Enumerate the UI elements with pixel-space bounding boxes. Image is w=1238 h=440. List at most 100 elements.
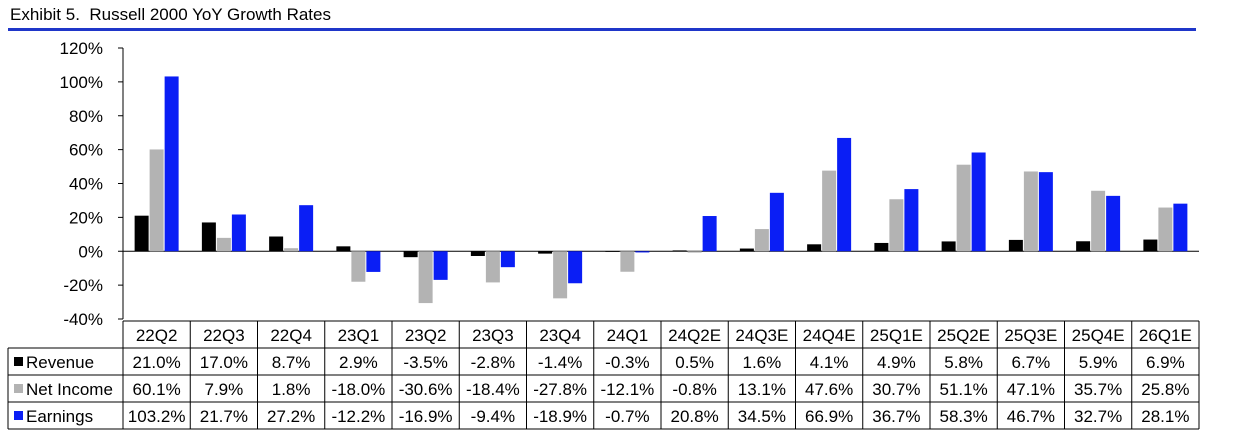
x-category-label: 23Q2 (405, 326, 447, 345)
data-label: 5.9% (1079, 353, 1118, 372)
bar-revenue (269, 236, 284, 252)
data-label: 17.0% (200, 353, 248, 372)
data-label: 4.1% (810, 353, 849, 372)
bar-net-income (956, 164, 971, 252)
data-label: 47.1% (1007, 380, 1055, 399)
data-label: 34.5% (738, 407, 786, 426)
data-label: 46.7% (1007, 407, 1055, 426)
data-label: -18.9% (533, 407, 587, 426)
x-category-label: 24Q2E (668, 326, 721, 345)
y-tick-label: -20% (63, 276, 103, 295)
data-label: -9.4% (471, 407, 515, 426)
data-label: -27.8% (533, 380, 587, 399)
data-label: 30.7% (872, 380, 920, 399)
bar-earnings (1038, 172, 1053, 252)
bar-earnings (231, 214, 246, 252)
bar-net-income (620, 251, 635, 272)
x-category-label: 22Q2 (136, 326, 178, 345)
bar-net-income (351, 251, 366, 282)
data-label: 8.7% (272, 353, 311, 372)
x-category-label: 22Q3 (203, 326, 245, 345)
bar-revenue (1076, 241, 1091, 252)
bar-earnings (635, 251, 650, 253)
data-label: -0.7% (605, 407, 649, 426)
chart-title: Exhibit 5. Russell 2000 YoY Growth Rates (10, 5, 331, 24)
y-tick-label: 0% (78, 242, 103, 261)
data-label: 20.8% (671, 407, 719, 426)
data-label: -3.5% (403, 353, 447, 372)
x-category-label: 23Q3 (472, 326, 514, 345)
bar-revenue (739, 248, 754, 252)
bar-net-income (1091, 190, 1106, 252)
data-label: 13.1% (738, 380, 786, 399)
bar-net-income (687, 251, 702, 253)
bar-revenue (941, 241, 956, 252)
bar-net-income (822, 170, 837, 252)
data-label: 60.1% (133, 380, 181, 399)
data-label: 66.9% (805, 407, 853, 426)
data-label: -2.8% (471, 353, 515, 372)
y-tick-label: 60% (69, 141, 103, 160)
data-label: 6.7% (1012, 353, 1051, 372)
bar-net-income (754, 229, 769, 252)
bar-earnings (1173, 203, 1188, 252)
data-label: -18.4% (466, 380, 520, 399)
bar-net-income (1023, 171, 1038, 252)
data-label: -16.9% (399, 407, 453, 426)
bar-earnings (1106, 195, 1121, 252)
data-label: 21.7% (200, 407, 248, 426)
data-label: 1.8% (272, 380, 311, 399)
bar-earnings (769, 192, 784, 252)
data-label: 7.9% (205, 380, 244, 399)
data-label: 32.7% (1074, 407, 1122, 426)
bar-earnings (971, 152, 986, 252)
x-category-label: 24Q3E (735, 326, 788, 345)
x-category-label: 25Q2E (937, 326, 990, 345)
bar-revenue (1008, 239, 1023, 252)
legend-label: Earnings (26, 407, 93, 426)
bar-earnings (904, 189, 919, 252)
data-label: 21.0% (133, 353, 181, 372)
x-category-label: 23Q4 (539, 326, 581, 345)
y-tick-label: 80% (69, 107, 103, 126)
x-category-label: 25Q3E (1004, 326, 1057, 345)
data-label: 103.2% (128, 407, 186, 426)
bar-earnings (299, 205, 314, 252)
x-category-label: 23Q1 (338, 326, 380, 345)
bar-revenue (403, 251, 418, 258)
bar-revenue (672, 250, 687, 252)
bar-net-income (889, 199, 904, 252)
data-label: -18.0% (331, 380, 385, 399)
bar-earnings (702, 216, 717, 252)
data-label: -30.6% (399, 380, 453, 399)
x-category-label: 24Q1 (607, 326, 649, 345)
bar-revenue (201, 222, 216, 252)
y-tick-label: 120% (60, 39, 103, 58)
data-label: -12.2% (331, 407, 385, 426)
data-label: 25.8% (1141, 380, 1189, 399)
legend-label: Revenue (26, 353, 94, 372)
bar-net-income (553, 251, 568, 299)
bar-net-income (485, 251, 500, 283)
data-label: 5.8% (944, 353, 983, 372)
bar-revenue (807, 244, 822, 252)
data-label: 1.6% (743, 353, 782, 372)
x-category-label: 26Q1E (1139, 326, 1192, 345)
title-underline (8, 28, 1196, 31)
bar-net-income (284, 248, 299, 252)
legend-swatch-earnings (14, 411, 23, 420)
data-label: 35.7% (1074, 380, 1122, 399)
data-label: -1.4% (538, 353, 582, 372)
x-category-label: 25Q1E (870, 326, 923, 345)
data-label: 4.9% (877, 353, 916, 372)
x-category-label: 22Q4 (270, 326, 312, 345)
bar-net-income (418, 251, 433, 304)
x-category-label: 24Q4E (803, 326, 856, 345)
bar-revenue (874, 242, 889, 252)
legend-label: Net Income (26, 380, 113, 399)
y-tick-label: 40% (69, 175, 103, 194)
bar-revenue (470, 251, 485, 256)
legend-swatch-net-income (14, 384, 23, 393)
bar-earnings (500, 251, 515, 268)
x-category-label: 25Q4E (1072, 326, 1125, 345)
